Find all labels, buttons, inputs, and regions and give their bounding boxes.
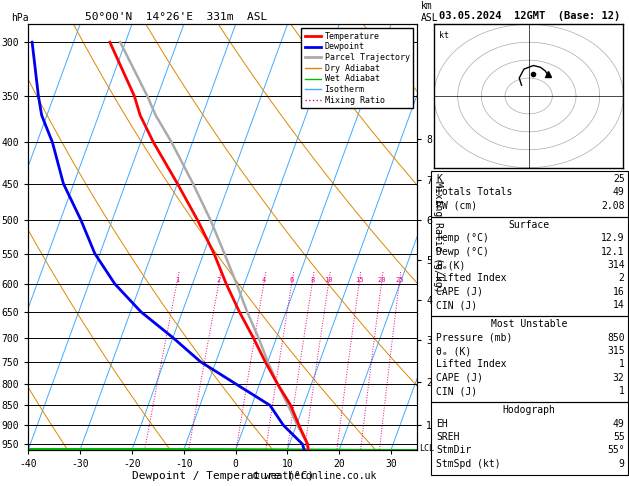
Text: Most Unstable: Most Unstable	[491, 319, 567, 330]
Text: 25: 25	[613, 174, 625, 184]
Text: 32: 32	[613, 373, 625, 383]
Text: CAPE (J): CAPE (J)	[436, 373, 483, 383]
Text: 49: 49	[613, 187, 625, 197]
Text: 4: 4	[262, 277, 266, 283]
Text: 55: 55	[613, 432, 625, 442]
Text: 315: 315	[607, 346, 625, 356]
Text: km
ASL: km ASL	[421, 1, 438, 23]
Text: 16: 16	[613, 287, 625, 297]
Text: 1: 1	[619, 360, 625, 369]
Text: 314: 314	[607, 260, 625, 270]
Text: Lifted Index: Lifted Index	[436, 273, 506, 283]
Text: 2: 2	[619, 273, 625, 283]
Text: 12.9: 12.9	[601, 233, 625, 243]
Text: 20: 20	[377, 277, 386, 283]
Text: 2: 2	[217, 277, 221, 283]
Text: Dewp (°C): Dewp (°C)	[436, 247, 489, 257]
Text: 2.08: 2.08	[601, 201, 625, 211]
Legend: Temperature, Dewpoint, Parcel Trajectory, Dry Adiabat, Wet Adiabat, Isotherm, Mi: Temperature, Dewpoint, Parcel Trajectory…	[301, 29, 413, 108]
Text: CIN (J): CIN (J)	[436, 300, 477, 310]
Text: Surface: Surface	[509, 220, 550, 230]
Text: 8: 8	[310, 277, 314, 283]
Text: 1: 1	[619, 386, 625, 396]
Text: 25: 25	[395, 277, 404, 283]
Text: StmSpd (kt): StmSpd (kt)	[436, 459, 501, 469]
Text: 14: 14	[613, 300, 625, 310]
Text: θₑ(K): θₑ(K)	[436, 260, 465, 270]
Text: 1: 1	[175, 277, 179, 283]
Text: SREH: SREH	[436, 432, 459, 442]
Text: Temp (°C): Temp (°C)	[436, 233, 489, 243]
Text: 49: 49	[613, 419, 625, 429]
Text: θₑ (K): θₑ (K)	[436, 346, 471, 356]
Text: LCL: LCL	[419, 444, 434, 453]
Text: 9: 9	[619, 459, 625, 469]
Text: Hodograph: Hodograph	[503, 405, 556, 416]
Text: kt: kt	[439, 32, 448, 40]
Text: 03.05.2024  12GMT  (Base: 12): 03.05.2024 12GMT (Base: 12)	[438, 11, 620, 21]
Text: 12.1: 12.1	[601, 247, 625, 257]
Title: 50°00'N  14°26'E  331m  ASL: 50°00'N 14°26'E 331m ASL	[85, 12, 267, 22]
Text: K: K	[436, 174, 442, 184]
Text: Pressure (mb): Pressure (mb)	[436, 333, 512, 343]
Text: © weatheronline.co.uk: © weatheronline.co.uk	[253, 471, 376, 481]
X-axis label: Dewpoint / Temperature (°C): Dewpoint / Temperature (°C)	[131, 471, 314, 481]
Text: StmDir: StmDir	[436, 446, 471, 455]
Text: 850: 850	[607, 333, 625, 343]
Text: hPa: hPa	[11, 13, 28, 23]
Text: Totals Totals: Totals Totals	[436, 187, 512, 197]
Text: 55°: 55°	[607, 446, 625, 455]
Text: 6: 6	[290, 277, 294, 283]
Text: 15: 15	[355, 277, 364, 283]
Text: EH: EH	[436, 419, 448, 429]
Text: PW (cm): PW (cm)	[436, 201, 477, 211]
Text: CAPE (J): CAPE (J)	[436, 287, 483, 297]
Text: CIN (J): CIN (J)	[436, 386, 477, 396]
Text: 10: 10	[325, 277, 333, 283]
Y-axis label: Mixing Ratio (g/kg): Mixing Ratio (g/kg)	[433, 181, 443, 293]
Text: Lifted Index: Lifted Index	[436, 360, 506, 369]
